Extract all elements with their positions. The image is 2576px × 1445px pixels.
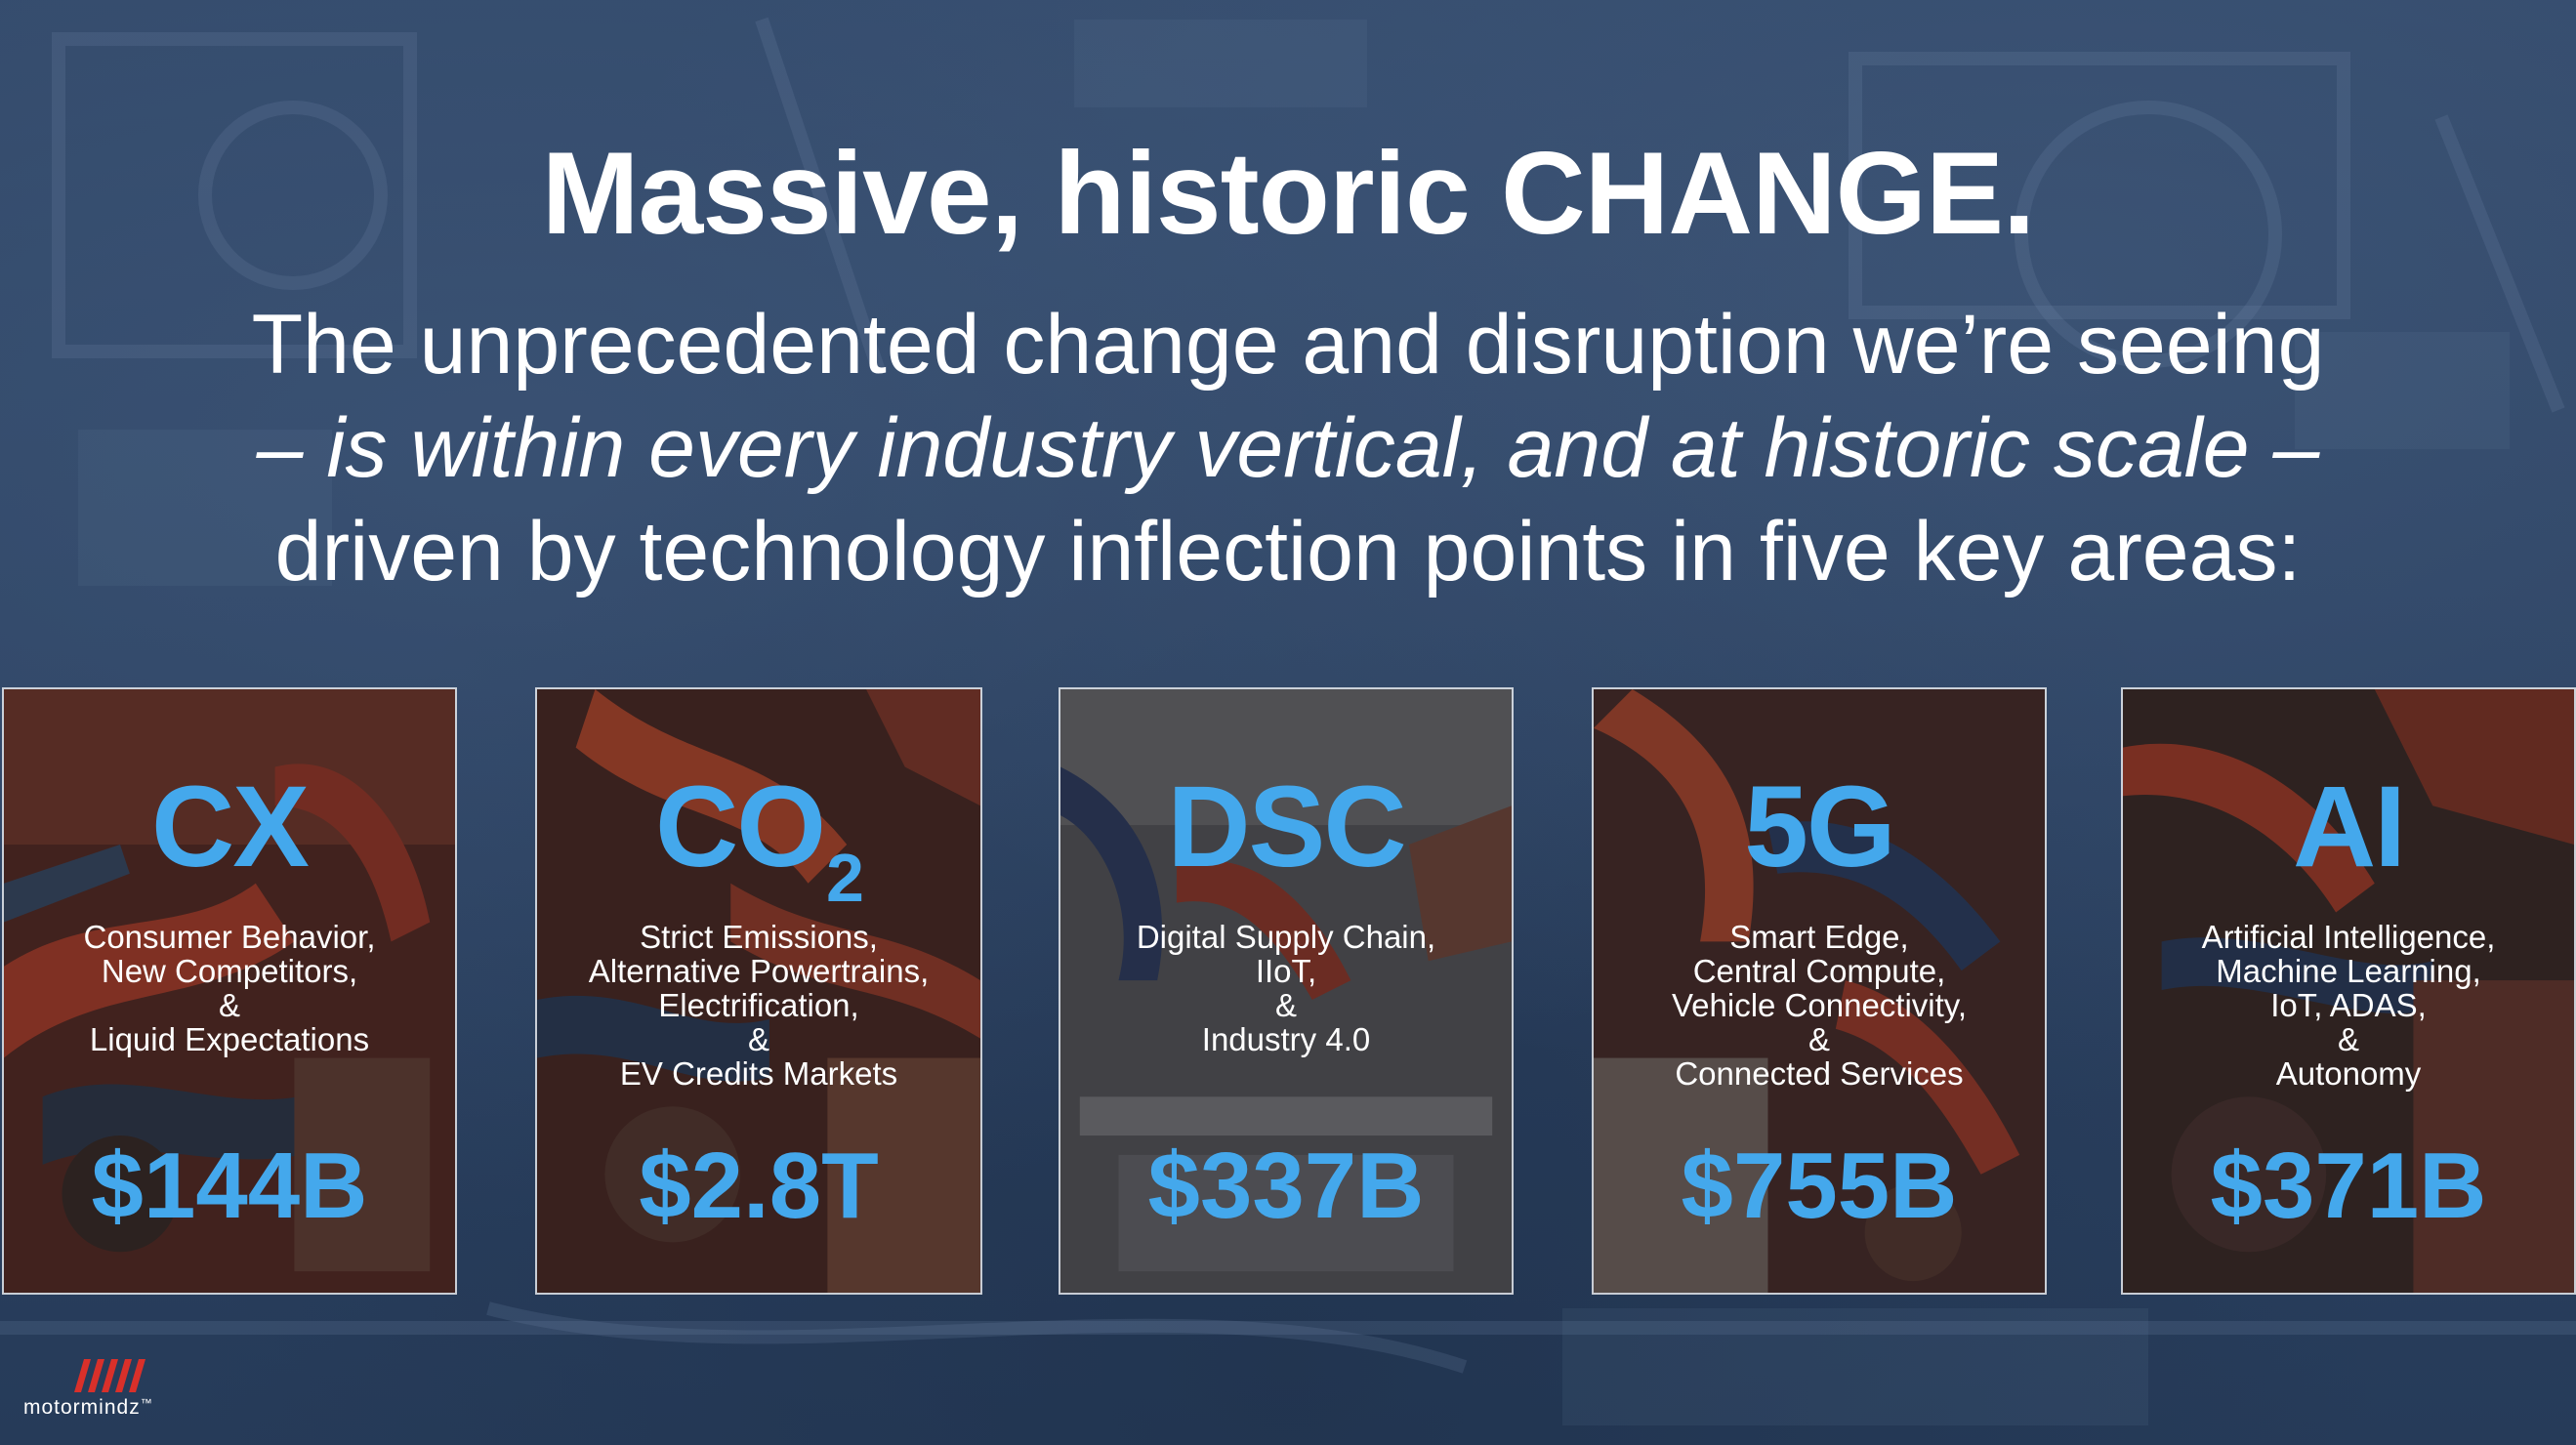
card-robot-photo <box>537 689 980 1293</box>
card-value: $337B <box>1147 1134 1425 1238</box>
card-value: $2.8T <box>639 1134 879 1238</box>
trademark-symbol: ™ <box>140 1396 153 1410</box>
card-code: DSC <box>1167 763 1406 891</box>
card-robot-photo <box>4 689 455 1293</box>
subtitle-line-3: driven by technology inflection points i… <box>274 505 2302 599</box>
slide-subtitle: The unprecedented change and disruption … <box>0 293 2576 603</box>
card-code: AI <box>2293 763 2406 891</box>
card-dsc: DSC Digital Supply Chain, IIoT, & Indust… <box>1059 687 1514 1295</box>
card-code: 5G <box>1744 763 1895 891</box>
card-co2: CO2 Strict Emissions, Alternative Powert… <box>535 687 982 1295</box>
subtitle-line-2: – is within every industry vertical, and… <box>256 401 2320 495</box>
card-description: Consumer Behavior, New Competitors, & Li… <box>83 919 376 1057</box>
card-code: CX <box>151 763 310 891</box>
card-description: Digital Supply Chain, IIoT, & Industry 4… <box>1136 919 1436 1057</box>
card-cx: CX Consumer Behavior, New Competitors, &… <box>2 687 457 1295</box>
card-code: CO2 <box>655 763 864 916</box>
card-code-subscript: 2 <box>826 840 864 916</box>
card-value: $755B <box>1681 1134 1958 1238</box>
card-value: $144B <box>91 1134 368 1238</box>
motormindz-logo: motormindz™ <box>23 1359 199 1427</box>
card-robot-photo <box>1594 689 2045 1293</box>
slide-title: Massive, historic CHANGE. <box>541 128 2036 259</box>
card-value: $371B <box>2210 1134 2487 1238</box>
logo-wordmark: motormindz™ <box>23 1396 153 1419</box>
card-ai: AI Artificial Intelligence, Machine Lear… <box>2121 687 2576 1295</box>
card-robot-photo <box>2123 689 2574 1293</box>
card-description: Strict Emissions, Alternative Powertrain… <box>588 919 930 1092</box>
motormindz-stripes-icon <box>74 1359 145 1392</box>
subtitle-line-1: The unprecedented change and disruption … <box>251 298 2325 392</box>
card-description: Artificial Intelligence, Machine Learnin… <box>2201 919 2496 1092</box>
card-5g: 5G Smart Edge, Central Compute, Vehicle … <box>1592 687 2047 1295</box>
card-description: Smart Edge, Central Compute, Vehicle Con… <box>1671 919 1968 1092</box>
card-robot-photo <box>1060 689 1512 1293</box>
